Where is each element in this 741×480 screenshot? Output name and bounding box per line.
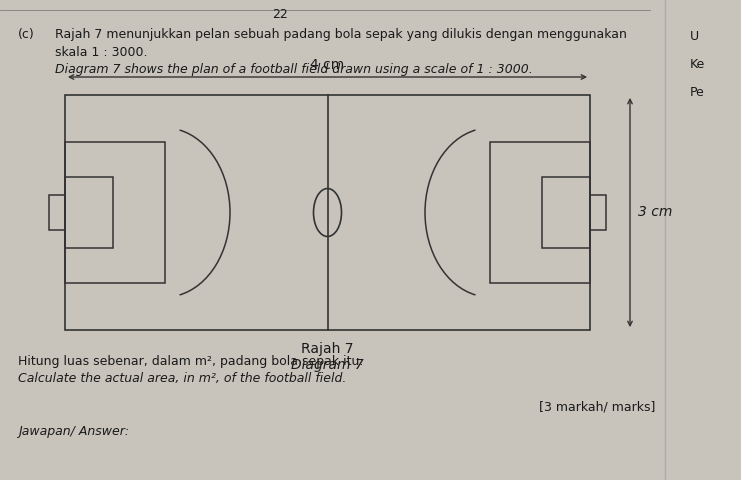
Text: 4 cm: 4 cm [310,58,345,72]
Bar [65,142,165,283]
Text: (c): (c) [18,28,35,41]
Text: [3 markah/ marks]: [3 markah/ marks] [539,400,655,413]
Text: 3 cm: 3 cm [638,205,672,219]
Text: Rajah 7 menunjukkan pelan sebuah padang bola sepak yang dilukis dengan menggunak: Rajah 7 menunjukkan pelan sebuah padang … [55,28,627,41]
Text: Hitung luas sebenar, dalam m², padang bola sepak itu.: Hitung luas sebenar, dalam m², padang bo… [18,355,363,368]
Bar [65,95,590,330]
Text: skala 1 : 3000.: skala 1 : 3000. [55,46,147,59]
Text: U: U [690,30,699,43]
Bar [542,177,590,248]
Text: Ke: Ke [690,58,705,71]
Bar [49,195,65,230]
Text: Diagram 7 shows the plan of a football field drawn using a scale of 1 : 3000.: Diagram 7 shows the plan of a football f… [55,63,533,76]
Bar [590,195,606,230]
Text: Diagram 7: Diagram 7 [291,358,364,372]
Text: Jawapan/ Answer:: Jawapan/ Answer: [18,425,129,438]
Text: Rajah 7: Rajah 7 [302,342,353,356]
Bar [490,142,590,283]
Bar [65,177,113,248]
Text: Pe: Pe [690,86,705,99]
Text: 22: 22 [272,8,288,21]
Text: Calculate the actual area, in m², of the football field.: Calculate the actual area, in m², of the… [18,372,346,385]
